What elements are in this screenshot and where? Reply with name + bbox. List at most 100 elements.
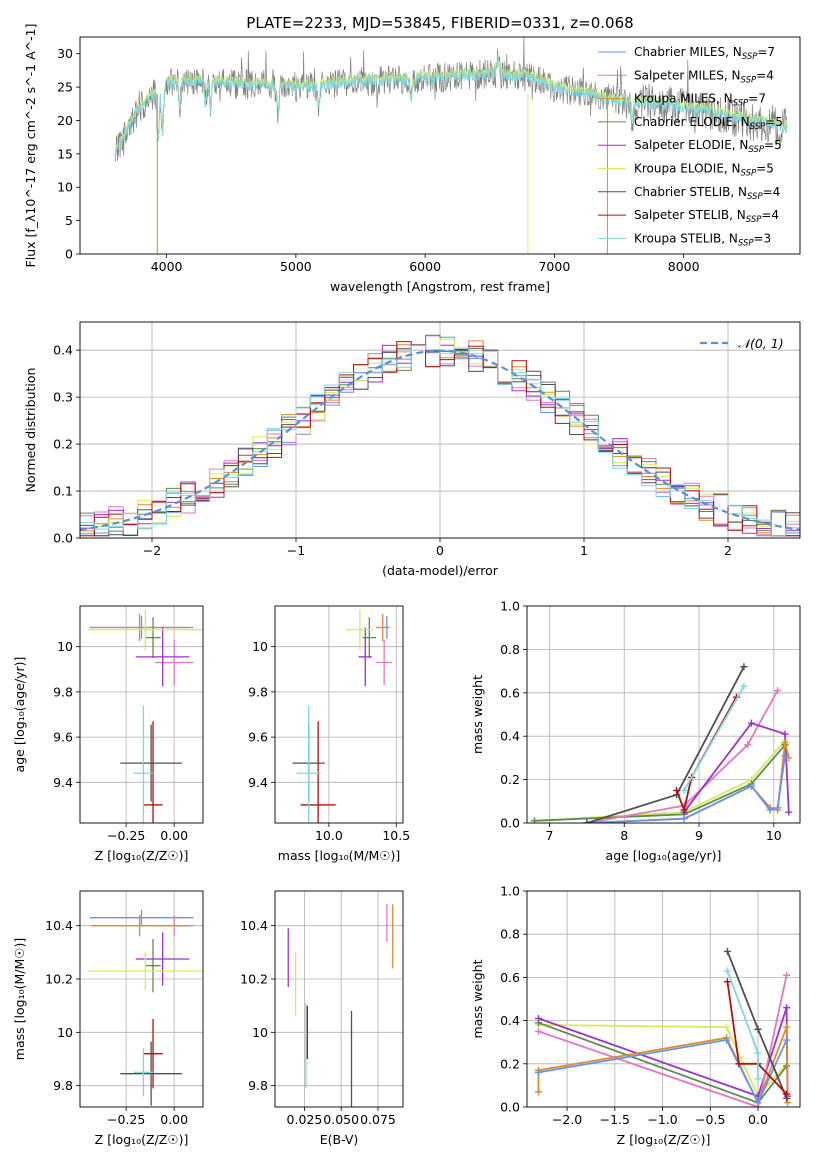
x-tick-label: −1.0 [647, 1112, 677, 1127]
y-tick-label: 1.0 [500, 599, 520, 614]
x-tick-label: −1.5 [600, 1112, 630, 1127]
normal-distribution-curve [80, 349, 800, 531]
plot-area [87, 609, 203, 823]
plus-marker [783, 1090, 791, 1098]
mass-weight-line [726, 981, 788, 1095]
y-tick-label: 10.4 [240, 918, 268, 933]
y-tick-label: 10.2 [240, 972, 268, 987]
x-axis-label: age [log₁₀(age/yr)] [606, 848, 722, 863]
plot-area [534, 947, 792, 1107]
x-axis-label: E(B-V) [320, 1132, 359, 1147]
mass-vs-metallicity-panel: −0.25 0.00 9.8 10 10.2 10.4 Z [log₁₀(Z/Z☉)] mas… [12, 890, 204, 1147]
x-axis-label: Z [log₁₀(Z/Z☉)] [617, 1132, 711, 1147]
axes-frame [274, 890, 404, 1108]
y-tick-label: 10 [57, 639, 73, 654]
x-tick-label: 7000 [538, 259, 570, 274]
x-tick-label: −2.0 [552, 1112, 582, 1127]
y-tick-label: 10.4 [45, 918, 73, 933]
plus-marker [785, 808, 793, 816]
plus-marker [534, 1014, 542, 1022]
x-axis-label: mass [log₁₀(M/M☉)] [278, 848, 400, 863]
y-tick-label: 10 [57, 1025, 73, 1040]
axes-frame [274, 605, 404, 824]
plot-area [114, 37, 788, 254]
y-tick-label: 1.0 [500, 884, 520, 899]
plot-area [87, 909, 203, 1106]
age-vs-metallicity-panel: −0.25 0.00 9.4 9.6 9.8 10 Z [log₁₀(Z/Z☉)] age [… [12, 605, 204, 863]
plus-marker [747, 719, 755, 727]
y-tick-label: 30 [57, 46, 73, 61]
x-tick-label: 6000 [409, 259, 441, 274]
y-tick-label: 0.2 [53, 437, 73, 452]
plus-marker [783, 971, 791, 979]
mass-weight-line [683, 722, 790, 813]
x-tick-label: −0.25 [107, 1112, 145, 1127]
mass-weight-line [683, 685, 745, 791]
y-tick-label: 0.8 [500, 927, 520, 942]
y-tick-label: 0 [65, 247, 73, 262]
x-axis-label: Z [log₁₀(Z/Z☉)] [95, 848, 189, 863]
plus-marker [680, 786, 688, 794]
y-tick-label: 9.8 [248, 684, 268, 699]
y-axis-label: age [log₁₀(age/yr)] [12, 657, 27, 773]
y-axis-label: mass weight [470, 959, 485, 1038]
plus-marker [680, 815, 688, 823]
plus-marker [781, 739, 789, 747]
plus-marker [754, 1025, 762, 1033]
residual-histogram-panel: −2 −1 0 1 2 0.0 0.1 0.2 0.3 0.4 (data-model)/error… [23, 321, 801, 578]
legend-label: Kroupa MILES, NSSP=7 [634, 92, 766, 109]
y-axis-label: Normed distribution [23, 368, 38, 493]
y-tick-label: 9.4 [53, 775, 73, 790]
axes-frame [79, 36, 801, 255]
spectrum-legend: Chabrier MILES, NSSP=7 Salpeter MILES, NS… [598, 45, 783, 248]
y-tick-label: 0.4 [500, 729, 520, 744]
axes-frame [526, 890, 801, 1108]
plus-marker [740, 663, 748, 671]
x-tick-label: 8 [620, 828, 628, 843]
x-tick-label: −2 [143, 543, 161, 558]
y-tick-label: 10 [252, 639, 268, 654]
y-tick-label: 0.0 [500, 1100, 520, 1115]
x-tick-label: −1 [287, 543, 305, 558]
legend-label: Salpeter MILES, NSSP=4 [634, 68, 774, 85]
x-tick-label: 4000 [151, 259, 183, 274]
axes-frame [79, 890, 204, 1108]
plot-area [292, 609, 393, 823]
spectrum-panel: 4000 5000 6000 7000 8000 0 5 10 15 20 25 30 waveleng… [23, 24, 801, 294]
mass-weight-line [586, 690, 779, 823]
mass-weight-vs-metallicity-panel: −2.0 −1.5 −1.0 −0.5 0.0 0.0 0.2 0.4 0.6 0.8 1.0 Z [… [470, 884, 801, 1147]
mass-weight-line [586, 755, 786, 823]
mass-weight-vs-age-panel: 7 8 9 10 0.0 0.2 0.4 0.6 0.8 1.0 age [log₁₀(age/yr… [470, 599, 801, 863]
mass-weight-line [538, 1038, 788, 1105]
plus-marker [534, 1088, 542, 1096]
x-tick-label: 0.0 [748, 1112, 768, 1127]
y-tick-label: 0.6 [500, 685, 520, 700]
y-tick-label: 0.0 [53, 531, 73, 546]
mass-weight-line [534, 739, 786, 822]
plus-marker [723, 1036, 730, 1044]
x-tick-label: 10 [766, 828, 782, 843]
x-axis-label: Z [log₁₀(Z/Z☉)] [95, 1132, 189, 1147]
plus-marker [781, 752, 789, 760]
y-tick-label: 10 [57, 180, 73, 195]
plus-marker [534, 1027, 542, 1035]
x-tick-label: 10.0 [315, 828, 343, 843]
x-tick-label: 9 [695, 828, 703, 843]
histogram-step-line [80, 345, 800, 537]
y-axis-label: Flux [f_λ10^-17 erg cm^-2 s^-1 A^-1] [23, 24, 38, 268]
x-tick-label: 0 [436, 543, 444, 558]
mass-weight-line [726, 951, 788, 1099]
y-tick-label: 9.6 [53, 730, 73, 745]
legend-label: Kroupa STELIB, NSSP=3 [634, 231, 771, 248]
y-tick-label: 0.2 [500, 772, 520, 787]
legend-label: Salpeter ELODIE, NSSP=5 [634, 138, 782, 155]
axes-frame [526, 605, 801, 824]
legend-label: Chabrier STELIB, NSSP=4 [634, 185, 780, 202]
x-tick-label: 0.025 [287, 1112, 323, 1127]
plus-marker [747, 782, 755, 790]
plus-marker [781, 730, 789, 738]
plus-marker [680, 806, 688, 814]
plus-marker [744, 741, 752, 749]
x-tick-label: −0.25 [107, 828, 145, 843]
